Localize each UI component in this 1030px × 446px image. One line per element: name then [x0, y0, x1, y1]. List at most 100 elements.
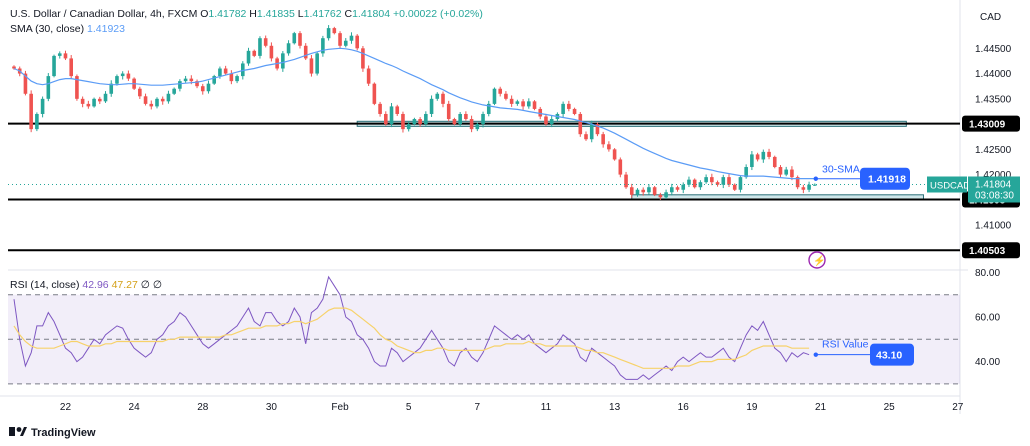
candle[interactable]	[475, 124, 480, 130]
candle[interactable]	[561, 103, 565, 114]
candle[interactable]	[75, 76, 79, 99]
candle[interactable]	[178, 81, 182, 89]
candle[interactable]	[286, 43, 291, 54]
candle[interactable]	[349, 35, 354, 41]
candle[interactable]	[235, 76, 239, 82]
candle[interactable]	[212, 76, 216, 84]
candle[interactable]	[229, 73, 234, 82]
candle[interactable]	[429, 98, 434, 114]
candle[interactable]	[813, 184, 817, 186]
candle[interactable]	[63, 53, 68, 59]
candle[interactable]	[710, 177, 714, 183]
candle[interactable]	[298, 33, 302, 46]
candle[interactable]	[641, 189, 645, 193]
candle[interactable]	[92, 98, 96, 107]
candle[interactable]	[155, 98, 159, 107]
candle[interactable]	[527, 101, 531, 107]
candle[interactable]	[46, 76, 51, 99]
candle[interactable]	[395, 106, 400, 114]
candle[interactable]	[246, 50, 251, 64]
candle[interactable]	[469, 119, 474, 130]
candle[interactable]	[401, 113, 405, 130]
candle[interactable]	[378, 103, 382, 114]
candle[interactable]	[624, 174, 628, 188]
candle[interactable]	[790, 169, 794, 178]
candle[interactable]	[492, 88, 497, 104]
candle[interactable]	[126, 73, 131, 79]
candle[interactable]	[372, 83, 377, 104]
candle[interactable]	[80, 98, 85, 104]
candle[interactable]	[166, 93, 171, 102]
candle[interactable]	[607, 144, 611, 150]
candle[interactable]	[435, 93, 440, 99]
candle[interactable]	[675, 187, 680, 190]
candle[interactable]	[578, 113, 583, 135]
candle[interactable]	[721, 177, 726, 185]
candle[interactable]	[807, 184, 811, 190]
candle[interactable]	[57, 53, 62, 56]
candle[interactable]	[544, 116, 548, 125]
candle[interactable]	[424, 113, 428, 125]
candle[interactable]	[35, 113, 39, 130]
candle[interactable]	[584, 134, 588, 140]
candle[interactable]	[86, 103, 91, 107]
candle[interactable]	[23, 73, 28, 94]
candle[interactable]	[795, 177, 800, 188]
candle[interactable]	[572, 108, 577, 114]
candle[interactable]	[332, 28, 337, 34]
candle[interactable]	[458, 113, 462, 125]
candle[interactable]	[12, 66, 16, 69]
candle[interactable]	[549, 119, 554, 125]
candle[interactable]	[172, 88, 176, 94]
sma-line[interactable]	[13, 47, 815, 180]
candle[interactable]	[767, 151, 771, 157]
candle[interactable]	[778, 167, 783, 175]
candle[interactable]	[326, 28, 331, 39]
candle[interactable]	[321, 38, 325, 54]
candle[interactable]	[532, 101, 537, 109]
rsi-ma-line[interactable]	[13, 307, 810, 369]
candle[interactable]	[258, 38, 262, 56]
candle[interactable]	[406, 124, 411, 130]
candle[interactable]	[612, 149, 617, 160]
candle[interactable]	[750, 154, 754, 168]
candle[interactable]	[658, 194, 663, 198]
candle[interactable]	[538, 108, 543, 117]
candle[interactable]	[69, 58, 73, 77]
candle[interactable]	[635, 189, 640, 195]
candle[interactable]	[252, 50, 257, 56]
candle[interactable]	[355, 35, 359, 49]
candle[interactable]	[109, 83, 114, 94]
lightning-icon[interactable]	[808, 251, 826, 269]
candle[interactable]	[263, 38, 268, 46]
candle[interactable]	[361, 48, 365, 69]
candle[interactable]	[481, 113, 485, 125]
candle[interactable]	[732, 184, 737, 190]
candle[interactable]	[389, 106, 394, 125]
candle[interactable]	[464, 113, 468, 120]
candle[interactable]	[384, 113, 388, 125]
candle[interactable]	[738, 177, 743, 190]
candle[interactable]	[189, 78, 194, 82]
candle[interactable]	[366, 68, 371, 84]
candle[interactable]	[755, 154, 760, 160]
candle[interactable]	[200, 86, 205, 92]
candle[interactable]	[681, 184, 686, 190]
candle[interactable]	[269, 45, 274, 59]
candle[interactable]	[664, 192, 668, 198]
candle[interactable]	[629, 187, 634, 195]
candle[interactable]	[727, 177, 731, 185]
candle[interactable]	[98, 98, 102, 102]
candle[interactable]	[103, 93, 108, 102]
candle[interactable]	[315, 53, 319, 74]
candle[interactable]	[486, 103, 491, 114]
candle[interactable]	[687, 179, 691, 185]
candle[interactable]	[647, 187, 651, 193]
candle[interactable]	[652, 187, 657, 195]
candle[interactable]	[206, 83, 211, 92]
candle[interactable]	[515, 101, 520, 104]
candle[interactable]	[715, 182, 720, 185]
candle[interactable]	[567, 103, 571, 109]
candle[interactable]	[595, 124, 600, 135]
